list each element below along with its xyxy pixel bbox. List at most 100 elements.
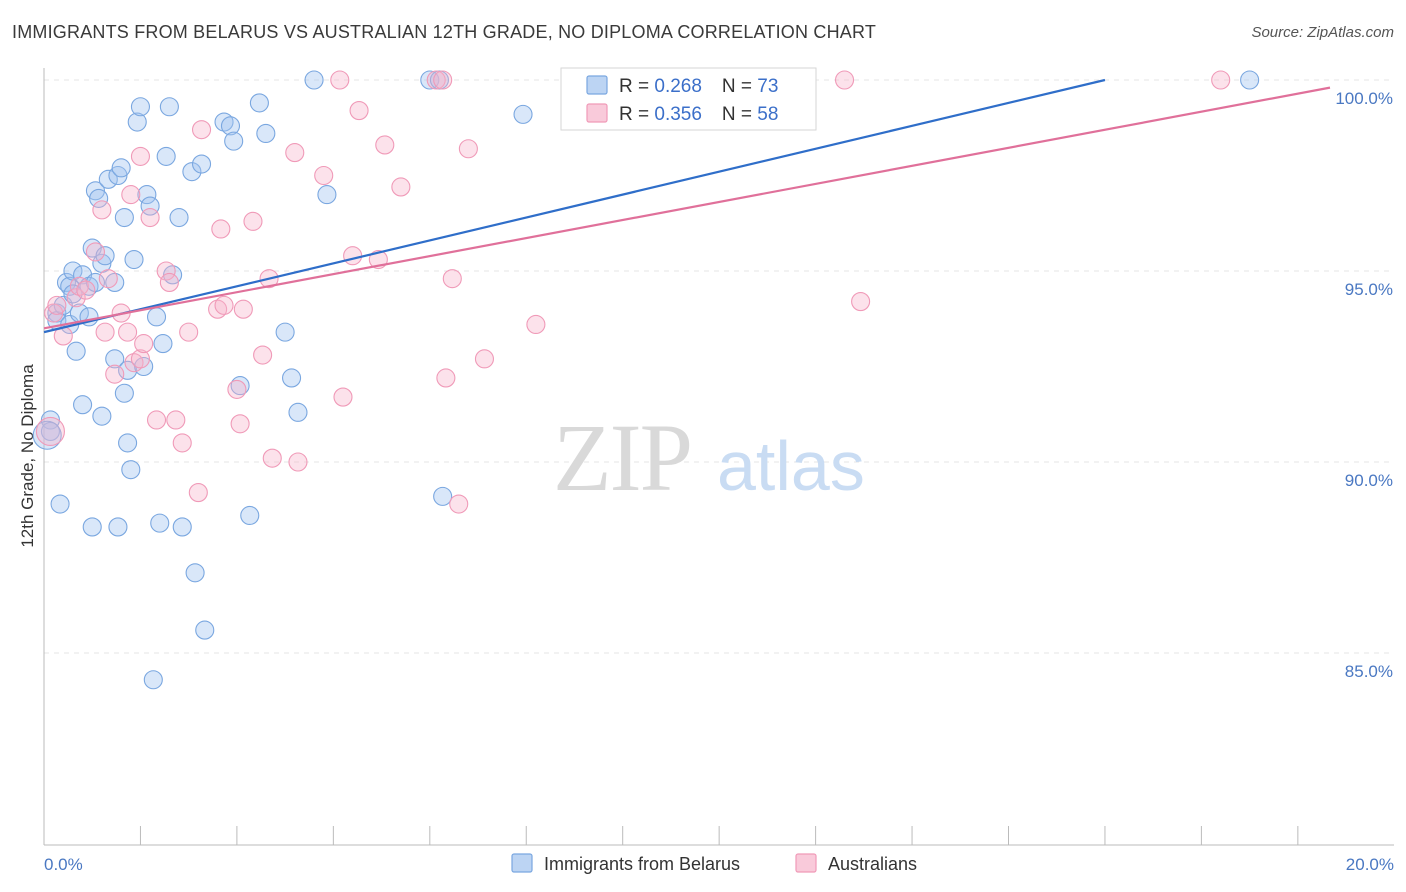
belarus-point: [182, 162, 202, 182]
belarus-point: [143, 670, 163, 690]
belarus-point: [153, 334, 173, 354]
australians-point: [834, 70, 855, 90]
belarus-point: [169, 207, 189, 228]
belarus-point: [317, 185, 337, 205]
belarus-point: [134, 356, 154, 377]
belarus-point: [124, 249, 144, 270]
australians-point: [140, 207, 160, 228]
australians-point: [851, 292, 871, 312]
belarus-point: [249, 93, 269, 113]
y-tick-labels: 100.0% 95.0% 90.0% 85.0%: [1335, 89, 1393, 681]
australians-point: [35, 416, 65, 446]
legend-n-label-australians: N =: [722, 104, 757, 125]
australians-point: [449, 494, 469, 514]
australians-point: [243, 211, 263, 231]
australians-point: [211, 219, 231, 239]
x-tick-label-max: 20.0%: [1346, 855, 1394, 874]
belarus-point: [159, 97, 179, 117]
australians-point: [330, 70, 350, 90]
belarus-point: [108, 517, 128, 537]
belarus-point: [130, 97, 150, 117]
australians-point: [433, 70, 453, 90]
legend-swatch-belarus: [586, 75, 608, 95]
belarus-point: [224, 131, 244, 151]
belarus-point: [150, 513, 170, 533]
watermark-zip: ZIP: [553, 404, 691, 511]
australians-point: [391, 177, 411, 197]
y-tick-label-100: 100.0%: [1335, 89, 1393, 108]
australians-point: [191, 120, 212, 140]
australians-point: [436, 368, 456, 388]
x-ticks: [43, 826, 1299, 845]
australians-point: [121, 185, 141, 205]
australians-point: [343, 246, 363, 266]
australians-point: [474, 349, 495, 369]
belarus-point: [275, 322, 295, 342]
australians-point: [442, 269, 462, 289]
belarus-point: [191, 154, 212, 174]
belarus-point: [220, 116, 241, 136]
australians-point: [47, 295, 67, 315]
australians-point: [98, 269, 118, 289]
trendlines: [43, 78, 1331, 334]
australians-point: [426, 70, 446, 90]
belarus-point: [137, 185, 157, 205]
australians-point: [156, 261, 176, 281]
australians-point: [314, 165, 334, 186]
australians-point: [105, 364, 125, 384]
australians-point: [1211, 70, 1231, 90]
chart-title: IMMIGRANTS FROM BELARUS VS AUSTRALIAN 12…: [12, 22, 877, 42]
belarus-point: [513, 104, 533, 124]
belarus-point: [185, 563, 205, 583]
australians-point: [85, 242, 105, 262]
bottom-legend-label-belarus[interactable]: Immigrants from Belarus: [544, 854, 740, 874]
belarus-point: [89, 188, 109, 208]
watermark: ZIP atlas: [553, 404, 865, 511]
australians-point: [134, 334, 154, 354]
belarus-point: [140, 196, 160, 216]
belarus-point: [230, 376, 250, 396]
legend-r-label-australians: R =: [619, 104, 654, 125]
belarus-point: [282, 368, 302, 388]
australians-point: [333, 387, 353, 407]
australians-point: [66, 288, 86, 308]
australians-point: [285, 143, 305, 163]
belarus-point: [40, 410, 60, 430]
belarus-point: [240, 505, 260, 526]
australians-point: [233, 299, 253, 319]
belarus-point: [85, 272, 105, 293]
belarus-point: [433, 486, 453, 506]
y-tick-label-85: 85.0%: [1345, 662, 1393, 681]
belarus-point: [121, 460, 141, 480]
australians-point: [214, 295, 234, 315]
legend-r-value-belarus: 0.268: [654, 76, 702, 97]
belarus-point: [256, 123, 276, 144]
belarus-point: [32, 420, 62, 450]
belarus-point: [108, 165, 128, 186]
australians-point: [179, 322, 199, 342]
legend-n-value-australians: 58: [757, 104, 778, 125]
legend-row-belarus: R = 0.268 N = 73: [619, 76, 778, 97]
bottom-legend-swatch-australians[interactable]: [795, 853, 817, 873]
belarus-point: [195, 620, 215, 640]
belarus-point: [146, 307, 167, 327]
legend-n-value-belarus: 73: [757, 76, 778, 97]
legend-row-australians: R = 0.356 N = 58: [619, 104, 778, 125]
belarus-point: [114, 207, 134, 228]
australians-point: [130, 146, 150, 166]
legend-n-label-belarus: N =: [722, 76, 757, 97]
bottom-legend-label-australians[interactable]: Australians: [828, 854, 917, 874]
y-axis-label: 12th Grade, No Diploma: [18, 364, 37, 548]
australians-point: [253, 345, 273, 365]
australians-point: [76, 280, 96, 300]
belarus-point: [60, 276, 80, 296]
trendline-australians: [43, 86, 1331, 330]
belarus-point: [63, 284, 83, 304]
australians-point: [227, 379, 247, 399]
trendline-belarus: [43, 78, 1106, 334]
y-tick-label-95: 95.0%: [1345, 280, 1393, 299]
bottom-legend-swatch-belarus[interactable]: [511, 853, 533, 873]
australians-point: [458, 139, 478, 159]
chart-source: Source: ZipAtlas.com: [1251, 24, 1394, 41]
belarus-point: [127, 112, 147, 132]
